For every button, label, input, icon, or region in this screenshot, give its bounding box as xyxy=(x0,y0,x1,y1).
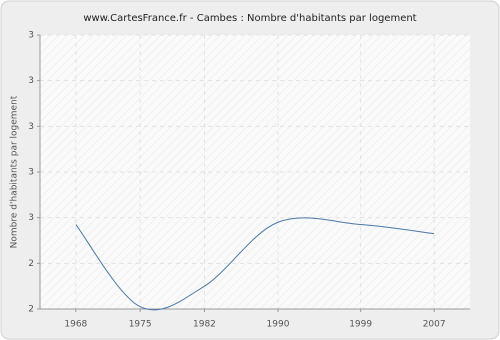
plot-area xyxy=(40,35,470,309)
y-axis-label: Nombre d'habitants par logement xyxy=(10,95,20,248)
y-tick-label: 3 xyxy=(28,31,34,41)
y-tick-label: 2 xyxy=(28,305,34,315)
x-tick-label: 1968 xyxy=(64,320,87,330)
chart-title: www.CartesFrance.fr - Cambes : Nombre d'… xyxy=(83,13,416,24)
y-tick-label: 2 xyxy=(28,259,34,269)
x-tick-label: 1975 xyxy=(129,320,152,330)
y-tick-label: 3 xyxy=(28,168,34,178)
y-tick-label: 3 xyxy=(28,122,34,132)
line xyxy=(75,217,435,311)
x-tick-label: 1999 xyxy=(349,320,372,330)
x-tick-label: 2007 xyxy=(423,320,446,330)
x-tick-label: 1990 xyxy=(267,320,290,330)
y-tick-label: 3 xyxy=(28,76,34,86)
x-tick-label: 1982 xyxy=(193,320,216,330)
y-tick-label: 3 xyxy=(28,213,34,223)
